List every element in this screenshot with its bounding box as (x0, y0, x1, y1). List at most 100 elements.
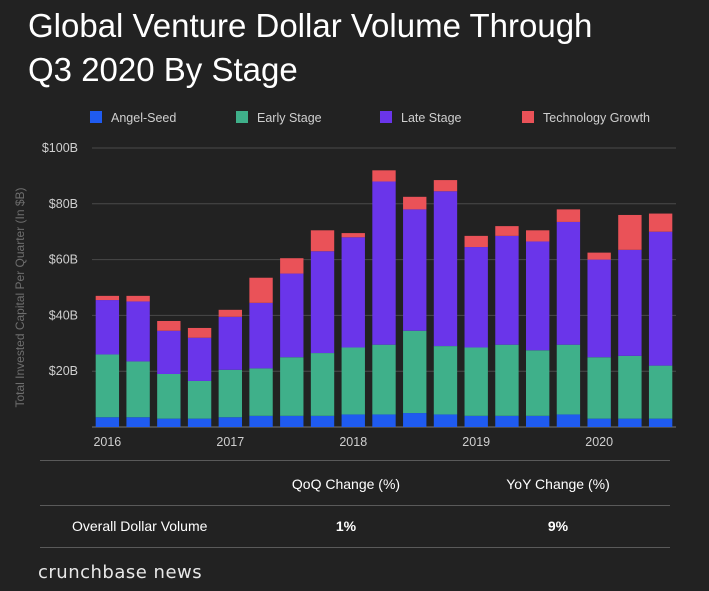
bar-segment-angel-seed (249, 415, 273, 427)
y-tick-label: $60B (49, 253, 78, 267)
bar-segment-late-stage (280, 273, 304, 358)
bar-segment-early-stage (618, 355, 642, 419)
legend-swatch (380, 111, 392, 123)
yoy-value: 9% (547, 518, 569, 534)
qoq-header: QoQ Change (%) (291, 476, 401, 492)
legend-swatch (522, 111, 534, 123)
bar-segment-early-stage (403, 330, 427, 414)
chart-title-line-2: Q3 2020 By Stage (28, 51, 298, 88)
bar-segment-technology-growth (187, 327, 212, 338)
x-tick-label: 2019 (462, 435, 490, 449)
bar-segment-early-stage (310, 353, 335, 416)
bar-segment-late-stage (341, 237, 365, 348)
bar-segment-late-stage (526, 241, 550, 351)
legend-label: Technology Growth (543, 111, 650, 125)
legend-swatch (236, 111, 248, 123)
bar-segment-early-stage (587, 357, 611, 419)
bar-segment-technology-growth (95, 295, 120, 301)
y-tick-label: $100B (42, 141, 78, 155)
bar-segment-technology-growth (372, 170, 396, 182)
bar-segment-early-stage (157, 373, 181, 419)
bar-segment-early-stage (187, 380, 212, 419)
bar-segment-late-stage (433, 191, 458, 347)
bar-segment-technology-growth (341, 233, 365, 238)
bar-segment-early-stage (556, 344, 581, 415)
bar-segment-angel-seed (618, 418, 642, 427)
bar-segment-technology-growth (218, 309, 242, 317)
bar-segment-late-stage (95, 300, 120, 355)
bar-segment-angel-seed (587, 418, 611, 427)
bar-segment-technology-growth (433, 180, 458, 192)
bar-segment-early-stage (464, 347, 488, 416)
bar-segment-early-stage (218, 369, 242, 418)
bar-segment-late-stage (218, 316, 242, 370)
bar-segment-early-stage (341, 347, 365, 415)
bar-segment-early-stage (433, 346, 458, 415)
bar-segment-early-stage (249, 368, 273, 416)
legend-label: Late Stage (401, 111, 462, 125)
x-tick-label: 2018 (339, 435, 367, 449)
bar-segment-early-stage (95, 354, 120, 418)
bar-segment-late-stage (495, 235, 519, 345)
bar-segment-late-stage (618, 249, 642, 356)
bar-segment-early-stage (126, 361, 150, 418)
bar-segment-technology-growth (157, 320, 181, 331)
legend-label: Early Stage (257, 111, 322, 125)
chart-title-line-1: Global Venture Dollar Volume Through (28, 7, 593, 44)
yoy-header: YoY Change (%) (506, 476, 610, 492)
table-bottom-divider (40, 547, 670, 548)
table-top-divider (40, 460, 670, 461)
bar-segment-angel-seed (280, 415, 304, 427)
y-tick-label: $80B (49, 197, 78, 211)
bar-segment-late-stage (403, 209, 427, 331)
bar-segment-technology-growth (618, 214, 642, 250)
x-tick-label: 2020 (585, 435, 613, 449)
bar-segment-technology-growth (587, 252, 611, 260)
bar-segment-angel-seed (218, 417, 242, 427)
bar-segment-late-stage (126, 301, 150, 362)
bar-segment-late-stage (187, 337, 212, 381)
y-axis-title: Total Invested Capital Per Quarter (In $… (13, 187, 27, 407)
bar-segment-early-stage (648, 365, 673, 419)
bar-segment-early-stage (495, 344, 519, 416)
bar-segment-angel-seed (341, 414, 365, 427)
legend-swatch (90, 111, 102, 123)
bar-segment-angel-seed (433, 414, 458, 427)
bar-segment-angel-seed (187, 418, 212, 427)
bar-segment-late-stage (587, 259, 611, 358)
bar-segment-technology-growth (310, 230, 335, 252)
bar-segment-angel-seed (403, 413, 427, 427)
bar-segment-technology-growth (495, 226, 519, 236)
bar-segment-angel-seed (464, 415, 488, 427)
bar-segment-technology-growth (556, 209, 581, 222)
bar-segment-technology-growth (249, 277, 273, 303)
bar-segment-late-stage (372, 181, 396, 345)
y-tick-label: $20B (49, 364, 78, 378)
bar-segment-technology-growth (280, 258, 304, 274)
stacked-bar-chart: $20B $40B $60B $80B $100B Total Invested Capi… (13, 111, 676, 449)
bar-segment-technology-growth (464, 235, 488, 248)
x-tick-label: 2017 (216, 435, 244, 449)
table-mid-divider (40, 505, 670, 506)
bar-segment-late-stage (310, 251, 335, 354)
bar-segment-angel-seed (126, 417, 150, 427)
bar-segment-early-stage (280, 357, 304, 416)
bar-segment-technology-growth (648, 213, 673, 232)
bar-segment-angel-seed (556, 414, 581, 427)
y-tick-label: $40B (49, 308, 78, 322)
bar-segment-late-stage (249, 302, 273, 369)
bar-segment-angel-seed (95, 417, 120, 427)
bar-segment-late-stage (157, 330, 181, 374)
bar-segment-technology-growth (126, 295, 150, 302)
chart-title: Global Venture Dollar Volume Through Q3 … (28, 4, 688, 92)
bar-segment-angel-seed (310, 415, 335, 427)
bar-segment-early-stage (526, 350, 550, 416)
bar-segment-angel-seed (648, 418, 673, 427)
bar-segment-technology-growth (526, 230, 550, 242)
legend-label: Angel-Seed (111, 111, 176, 125)
bar-segment-late-stage (648, 231, 673, 366)
qoq-value: 1% (335, 518, 357, 534)
bar-segment-technology-growth (403, 196, 427, 210)
bar-segment-angel-seed (526, 415, 550, 427)
bar-segment-early-stage (372, 344, 396, 415)
